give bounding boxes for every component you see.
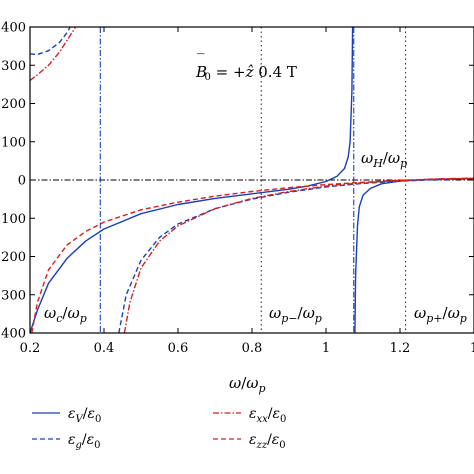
tick-layer: 0.2 0.4 0.6 0.8 1 1.2 1 400 300 200 100 0 100 200 300 4… [1, 21, 474, 356]
x-tick-label: 1.2 [390, 341, 411, 356]
wpm-annotation: ωp−/ωp [269, 304, 322, 325]
wpp-annotation: ωp+/ωp [414, 304, 467, 325]
y-tick-label: 100 [1, 135, 26, 150]
legend-label-eV: εV/ε0 [68, 406, 101, 425]
x-tick-label: 1 [322, 341, 330, 356]
y-tick-label: 0 [18, 174, 26, 189]
y-tick-label: 300 [1, 59, 26, 74]
series-2-segment-0 [30, 27, 77, 82]
y-tick-label: 400 [1, 327, 26, 342]
series-layer [30, 27, 474, 333]
x-tick-label: 0.4 [94, 341, 115, 356]
series-3-segment-0 [31, 177, 474, 333]
y-tick-label: 100 [1, 212, 26, 227]
wc-annotation: ωc/ωp [44, 304, 87, 325]
legend-label-exx: εxx/ε0 [249, 406, 286, 425]
y-tick-label: 400 [1, 21, 26, 36]
y-tick-label: 300 [1, 288, 26, 303]
legend-label-ezz: εzz/ε0 [249, 432, 286, 451]
series-1-segment-0 [30, 27, 71, 56]
series-0-segment-0 [30, 27, 354, 333]
x-tick-label: 0.8 [242, 341, 263, 356]
y-tick-label: 200 [1, 97, 26, 112]
x-axis-title: ω/ωp [229, 374, 266, 395]
legend-label-eg: εg/ε0 [68, 432, 101, 451]
x-tick-label: 0.2 [20, 341, 41, 356]
wH-annotation: ωH/ωp [361, 149, 407, 170]
y-tick-label: 200 [1, 250, 26, 265]
x-tick-label: 1 [470, 341, 474, 356]
field-annotation: B‾0 = +ẑ 0.4 T [195, 51, 297, 83]
x-tick-label: 0.6 [168, 341, 189, 356]
legend: εV/ε0 εg/ε0 εxx/ε0 εzz/ε0 [32, 406, 286, 451]
